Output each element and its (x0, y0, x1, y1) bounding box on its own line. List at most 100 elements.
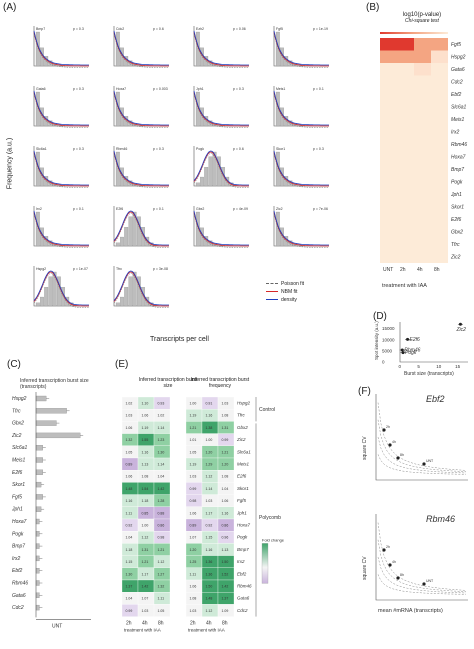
nbm-curve (33, 151, 89, 187)
e-cell-value: 1.16 (222, 511, 229, 515)
e-gene-label: Jph1 (236, 510, 247, 515)
heatmap-row-label: Zic2 (450, 255, 461, 261)
heatmap-cell (380, 125, 397, 138)
d-point (458, 322, 462, 326)
e-cell-value: 1.21 (142, 560, 149, 564)
poisson-curve (113, 273, 169, 308)
c-bar (35, 531, 40, 537)
f-axes (375, 394, 468, 481)
e-cell-value: 1.11 (190, 572, 197, 576)
e-cell-value: 1.20 (206, 450, 213, 454)
nbm-curve (273, 211, 329, 247)
c-gene-label: Hspg2 (12, 396, 27, 402)
e-cell-value: 1.06 (126, 426, 133, 430)
c-gene-label: Zic2 (11, 433, 22, 439)
c-gene-label: Meis1 (12, 458, 26, 464)
density-curve (33, 270, 89, 306)
e-cell-value: 1.12 (206, 475, 213, 479)
f-ylabel: square CV (362, 556, 368, 580)
subplot-cdc2: Cdc2 p = 0.6 (113, 26, 169, 68)
f-point (396, 576, 400, 580)
e-gene-label: Hoxa7 (237, 523, 251, 528)
heatmap-row-label: Gbx2 (451, 230, 463, 236)
e-gene-label: Skor1 (237, 486, 249, 491)
f-point (396, 456, 400, 460)
legend-nbm: NBM fit (266, 288, 336, 296)
e-cell-value: 1.21 (158, 548, 165, 552)
f-point (422, 582, 426, 586)
subplot-ezh2: Ezh2 p = 0.06 (193, 26, 249, 68)
e-cell-value: 1.07 (190, 536, 197, 540)
e-cell-value: 1.14 (158, 426, 165, 430)
hist-bar (124, 287, 129, 307)
c-gene-label: Ebf2 (12, 568, 23, 574)
e-cell-value: 1.13 (222, 548, 229, 552)
heatmap-row-label: Pogk (451, 180, 463, 186)
subplot-gene: Zic2 (276, 207, 283, 211)
f-curve (377, 437, 467, 474)
d-point-label: Zic2 (455, 327, 466, 333)
e-cell-value: 1.15 (206, 536, 213, 540)
hist-bar (136, 216, 141, 247)
heatmap-cell (414, 63, 431, 76)
heatmap-row-label: Gata6 (451, 67, 465, 73)
e-cell-value: 1.06 (190, 511, 197, 515)
c-bar (35, 592, 40, 598)
e-gene-label: Fgf5 (237, 498, 247, 503)
e-cell-value: 1.21 (222, 450, 229, 454)
heatmap-cell (380, 213, 397, 226)
legend-poisson: Poisson fit (266, 280, 336, 288)
heatmap-cell (431, 38, 448, 51)
poisson-curve (273, 93, 329, 128)
e-cell-value: 1.02 (126, 402, 133, 406)
e-cell-value: 1.11 (158, 597, 165, 601)
panel-label-e: (E) (115, 359, 129, 370)
e-cell-value: 1.31 (222, 426, 229, 430)
e-cell-value: 0.92 (126, 524, 133, 528)
e-cell-value: 1.37 (126, 585, 133, 589)
c-bar (35, 469, 43, 475)
c-gene-label: Skor1 (12, 482, 25, 488)
hist-bar (200, 176, 204, 187)
heatmap-cell (380, 113, 397, 126)
f-point-label: 4h (392, 560, 396, 564)
subplot-gene: E2f6 (116, 207, 123, 211)
heatmap-cell (380, 150, 397, 163)
panel-label-b: (B) (366, 2, 380, 13)
subplot-pvalue: p = 3e-08 (153, 267, 168, 271)
e-cell-value: 1.12 (142, 536, 149, 540)
subplot-gene: Meis1 (276, 87, 285, 91)
e-gene-label: Rbm46 (237, 584, 252, 589)
e-cell-value: 1.28 (158, 499, 165, 503)
subplot-pvalue: p = 0.3 (73, 87, 84, 91)
c-bar (35, 445, 43, 451)
e-cell-value: 1.08 (222, 414, 229, 418)
e-cell-value: 1.52 (222, 572, 229, 576)
c-gene-label: Fgf5 (12, 494, 22, 500)
f-point (388, 563, 392, 567)
panel-label-c: (C) (7, 359, 21, 370)
scale-bar (380, 32, 448, 34)
c-bar (35, 543, 40, 549)
d-ytick: 0 (382, 360, 385, 365)
e-cell-value: 1.03 (142, 609, 149, 613)
subplot-skor1: Skor1 p = 0.3 (273, 146, 329, 188)
density-curve (33, 30, 89, 66)
heatmap-cell (397, 250, 414, 263)
heatmap-cell (380, 250, 397, 263)
c-gene-label: E2f6 (12, 470, 23, 476)
subplot-bmp7: Bmp7 p = 0.3 (33, 26, 89, 68)
subplot-pvalue: p = 0.3 (153, 147, 164, 151)
heatmap-cell (397, 113, 414, 126)
heatmap-cell (380, 163, 397, 176)
hist-bar (204, 167, 209, 187)
d-xtick: 0 (399, 364, 402, 369)
heatmap-cell (431, 238, 448, 251)
e-cell-value: 0.96 (222, 536, 229, 540)
c-gene-label: Irx2 (12, 556, 21, 562)
e-cell-value: 1.29 (206, 463, 213, 467)
e-cell-value: 1.03 (206, 499, 213, 503)
f-point-label: UNT (426, 459, 434, 463)
heatmap-cell (397, 213, 414, 226)
